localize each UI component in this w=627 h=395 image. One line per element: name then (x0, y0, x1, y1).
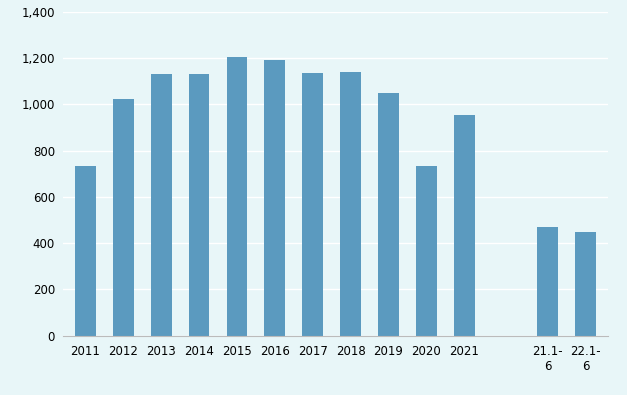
Bar (416, 166, 437, 336)
Bar (189, 74, 209, 336)
Bar (302, 73, 323, 336)
Bar (575, 231, 596, 336)
Bar (340, 72, 361, 336)
Bar (454, 115, 475, 336)
Bar (537, 227, 558, 336)
Bar (150, 74, 172, 336)
Bar (226, 57, 248, 336)
Bar (75, 166, 96, 336)
Bar (378, 93, 399, 336)
Bar (113, 99, 134, 336)
Bar (265, 60, 285, 336)
